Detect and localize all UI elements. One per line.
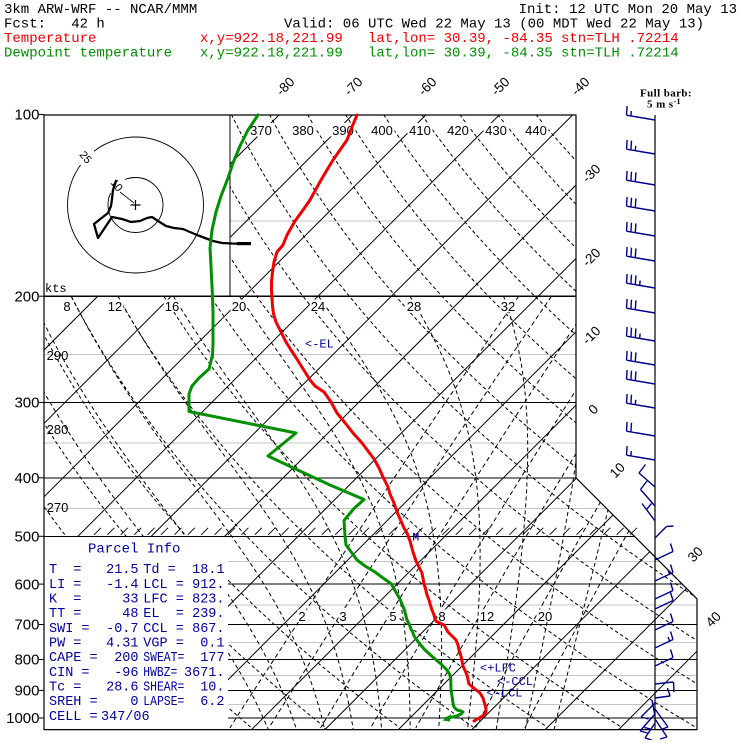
svg-text:239.: 239. bbox=[192, 607, 224, 622]
svg-text:200: 200 bbox=[114, 651, 138, 666]
svg-text:28.6: 28.6 bbox=[106, 681, 138, 696]
svg-text:Tc =: Tc = bbox=[49, 681, 81, 696]
svg-text:700: 700 bbox=[14, 617, 39, 634]
svg-text:M: M bbox=[413, 533, 420, 545]
svg-text:800: 800 bbox=[14, 652, 39, 669]
svg-text:100: 100 bbox=[14, 107, 39, 124]
svg-text:370: 370 bbox=[250, 123, 272, 138]
svg-text:16: 16 bbox=[165, 299, 179, 314]
svg-text:12: 12 bbox=[108, 299, 122, 314]
svg-text:LI =: LI = bbox=[49, 578, 81, 593]
svg-text:SHEAR=: SHEAR= bbox=[143, 681, 184, 696]
svg-text:Valid: 06 UTC Wed 22 May 13 (0: Valid: 06 UTC Wed 22 May 13 (00 MDT Wed … bbox=[284, 17, 704, 33]
svg-text:kts: kts bbox=[45, 282, 67, 296]
svg-text:Parcel Info: Parcel Info bbox=[88, 542, 180, 558]
svg-text:4.31: 4.31 bbox=[106, 637, 138, 652]
svg-text:<-EL: <-EL bbox=[305, 338, 334, 352]
svg-text:3: 3 bbox=[339, 609, 346, 624]
svg-text:10.: 10. bbox=[200, 681, 224, 696]
svg-text:LFC =: LFC = bbox=[143, 593, 184, 608]
svg-text:PW =: PW = bbox=[49, 637, 81, 652]
svg-text:24: 24 bbox=[311, 299, 325, 314]
svg-text:Fcst: 42 h: Fcst: 42 h bbox=[4, 17, 105, 33]
svg-text:CELL =: CELL = bbox=[49, 710, 98, 725]
svg-text:280: 280 bbox=[47, 422, 69, 437]
svg-text:410: 410 bbox=[409, 123, 431, 138]
svg-text:12: 12 bbox=[480, 609, 494, 624]
svg-text:600: 600 bbox=[14, 576, 39, 593]
svg-text:T =: T = bbox=[49, 563, 81, 578]
svg-text:x,y=922.18,221.99: x,y=922.18,221.99 bbox=[200, 31, 343, 47]
svg-text:stn=TLH .72214: stn=TLH .72214 bbox=[561, 46, 679, 62]
svg-text:500: 500 bbox=[14, 529, 39, 546]
svg-text:28: 28 bbox=[407, 299, 421, 314]
svg-text:HWBZ=: HWBZ= bbox=[143, 666, 177, 681]
svg-text:400: 400 bbox=[371, 123, 393, 138]
svg-text:lat,lon= 30.39, -84.35: lat,lon= 30.39, -84.35 bbox=[368, 31, 553, 47]
svg-text:823.: 823. bbox=[192, 593, 224, 608]
svg-text:-1.4: -1.4 bbox=[106, 578, 138, 593]
svg-text:8: 8 bbox=[63, 299, 70, 314]
svg-text:VGP =: VGP = bbox=[143, 637, 184, 652]
svg-text:Dewpoint temperature: Dewpoint temperature bbox=[4, 46, 172, 62]
svg-text:EL =: EL = bbox=[143, 607, 184, 622]
svg-text:33: 33 bbox=[122, 593, 138, 608]
svg-text:CCL =: CCL = bbox=[143, 622, 184, 637]
svg-text:SWI =: SWI = bbox=[49, 622, 90, 637]
svg-text:-96: -96 bbox=[114, 666, 138, 681]
svg-text:430: 430 bbox=[485, 123, 507, 138]
svg-text:21.5: 21.5 bbox=[106, 563, 138, 578]
svg-text:LCL =: LCL = bbox=[143, 578, 184, 593]
svg-text:1000: 1000 bbox=[6, 710, 39, 727]
svg-text:3671.: 3671. bbox=[184, 666, 225, 681]
svg-text:x,y=922.18,221.99: x,y=922.18,221.99 bbox=[200, 46, 343, 62]
svg-text:CAPE =: CAPE = bbox=[49, 651, 98, 666]
svg-text:440: 440 bbox=[525, 123, 547, 138]
svg-text:0: 0 bbox=[130, 695, 138, 710]
svg-text:<+LFC: <+LFC bbox=[480, 662, 516, 676]
svg-text:177: 177 bbox=[200, 651, 224, 666]
svg-text:Init: 12 UTC Mon 20 May 13: Init: 12 UTC Mon 20 May 13 bbox=[519, 2, 737, 18]
svg-text:5: 5 bbox=[389, 609, 396, 624]
svg-text:lat,lon= 30.39, -84.35: lat,lon= 30.39, -84.35 bbox=[368, 46, 553, 62]
svg-text:2: 2 bbox=[298, 609, 305, 624]
svg-text:stn=TLH .72214: stn=TLH .72214 bbox=[561, 31, 679, 47]
svg-text:Temperature: Temperature bbox=[4, 31, 96, 47]
svg-text:K =: K = bbox=[49, 593, 81, 608]
svg-text:LAPSE=: LAPSE= bbox=[143, 695, 184, 710]
svg-text:TT =: TT = bbox=[49, 607, 81, 622]
svg-text:400: 400 bbox=[14, 470, 39, 487]
svg-text:<-LCL: <-LCL bbox=[487, 687, 523, 701]
svg-text:300: 300 bbox=[14, 395, 39, 412]
svg-text:Full barb:: Full barb: bbox=[640, 88, 692, 100]
svg-text:<-CCL: <-CCL bbox=[497, 675, 533, 689]
svg-text:SREH =: SREH = bbox=[49, 695, 98, 710]
svg-text:3km ARW-WRF -- NCAR/MMM: 3km ARW-WRF -- NCAR/MMM bbox=[4, 2, 197, 18]
svg-text:380: 380 bbox=[292, 123, 314, 138]
svg-text:290: 290 bbox=[47, 348, 69, 363]
svg-text:-0.7: -0.7 bbox=[106, 622, 138, 637]
svg-text:SWEAT=: SWEAT= bbox=[143, 651, 184, 666]
svg-text:912.: 912. bbox=[192, 578, 224, 593]
svg-text:200: 200 bbox=[14, 288, 39, 305]
svg-text:32: 32 bbox=[501, 299, 515, 314]
svg-text:0.1: 0.1 bbox=[200, 637, 224, 652]
svg-text:347/06: 347/06 bbox=[101, 710, 150, 725]
svg-text:5 m s-1: 5 m s-1 bbox=[647, 97, 681, 111]
svg-text:900: 900 bbox=[14, 683, 39, 700]
svg-text:CIN =: CIN = bbox=[49, 666, 90, 681]
svg-text:6.2: 6.2 bbox=[200, 695, 224, 710]
svg-text:8: 8 bbox=[438, 609, 445, 624]
svg-text:Td =: Td = bbox=[143, 563, 175, 578]
svg-text:48: 48 bbox=[122, 607, 138, 622]
svg-text:20: 20 bbox=[538, 609, 552, 624]
svg-text:20: 20 bbox=[232, 299, 246, 314]
svg-text:420: 420 bbox=[447, 123, 469, 138]
svg-text:867.: 867. bbox=[192, 622, 224, 637]
svg-text:270: 270 bbox=[47, 500, 69, 515]
svg-text:18.1: 18.1 bbox=[192, 563, 224, 578]
